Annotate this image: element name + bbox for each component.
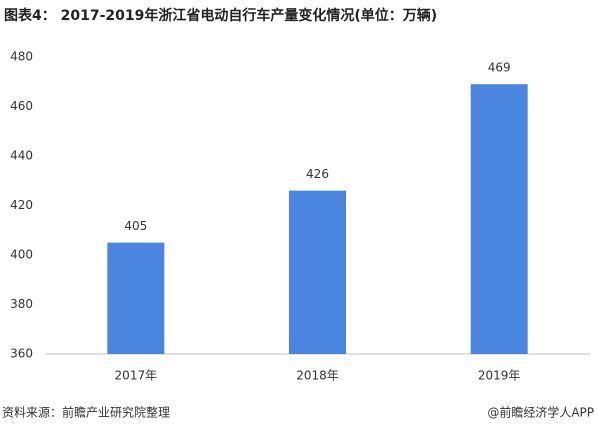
y-tick-label: 360: [10, 347, 33, 361]
y-tick-label: 460: [10, 99, 33, 113]
y-tick-label: 380: [10, 297, 33, 311]
source: 资料来源：前瞻产业研究院整理: [2, 405, 170, 420]
value-label: 469: [488, 61, 511, 75]
credit: @前瞻经济学人APP: [487, 405, 594, 420]
y-tick-label: 480: [10, 50, 33, 64]
x-tick-label: 2018年: [296, 369, 339, 383]
bar: [289, 190, 346, 354]
x-tick-label: 2017年: [115, 369, 158, 383]
value-label: 426: [306, 167, 329, 181]
y-tick-label: 440: [10, 149, 33, 163]
y-tick-label: 400: [10, 248, 33, 262]
bar: [107, 242, 165, 354]
chart-title: 图表4： 2017-2019年浙江省电动自行车产量变化情况(单位：万辆): [4, 7, 437, 24]
y-tick-label: 420: [10, 198, 33, 212]
bar: [470, 84, 528, 354]
value-label: 405: [124, 219, 147, 233]
x-tick-label: 2019年: [478, 369, 521, 383]
